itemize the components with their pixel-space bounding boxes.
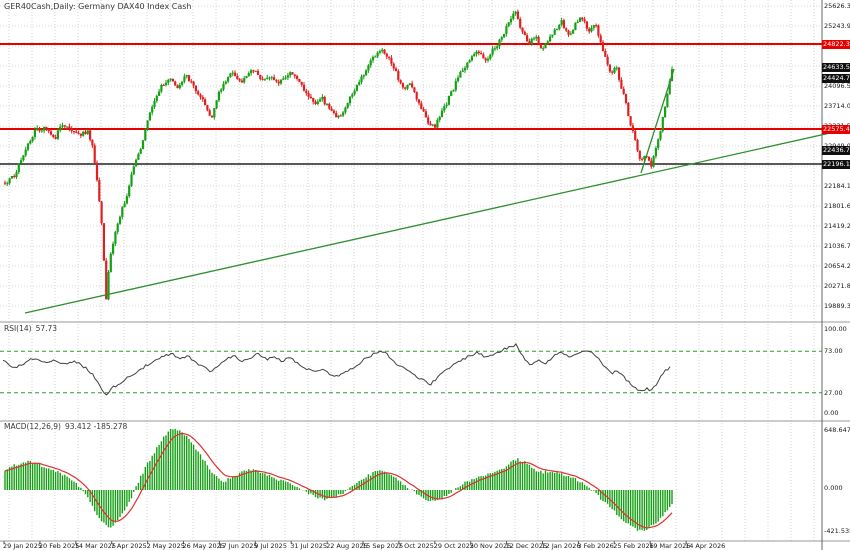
macd-values: 93.412 -185.278 <box>64 422 128 431</box>
time-axis-label: 14 Mar 2025 <box>74 542 117 550</box>
macd-indicator-label: MACD(12,26,9) 93.412 -185.278 <box>4 422 127 431</box>
macd-panel <box>4 428 673 531</box>
chart-title: GER40Cash,Daily: Germany DAX40 Index Cas… <box>4 2 192 11</box>
price-tag-black: 24633.57 <box>822 63 850 72</box>
time-axis-label: 20 Feb 2025 <box>38 542 80 550</box>
price-axis-label: 21419.21 <box>824 222 850 230</box>
time-axis-label: 7 Oct 2025 <box>397 542 434 550</box>
price-axis-label: 22184.15 <box>824 182 850 190</box>
rsi-axis-label: 73.00 <box>824 347 843 355</box>
price-tag-black: 22196.13 <box>822 160 850 169</box>
time-ticks <box>3 541 687 544</box>
time-axis-label: 12 Jan 2026 <box>541 542 581 550</box>
rsi-axis-label: 0.00 <box>824 409 839 417</box>
red-hlines[interactable] <box>0 43 822 130</box>
time-axis-label: 29 Oct 2025 <box>433 542 474 550</box>
price-axis-label: 19889.33 <box>824 302 850 310</box>
macd-axis-label: 0.000 <box>824 484 843 492</box>
rsi-panel <box>0 343 822 396</box>
price-axis-label: 20654.27 <box>824 262 850 270</box>
trendlines[interactable] <box>24 68 849 314</box>
price-axis-label: 20271.80 <box>824 282 850 290</box>
macd-axis-label: -421.535 <box>824 527 850 535</box>
price-axis-label: 23714.03 <box>824 102 850 110</box>
time-axis-label: 25 Feb 2026 <box>613 542 654 550</box>
time-axis-label: 31 Jul 2025 <box>290 542 327 550</box>
price-axis-label: 25243.91 <box>824 22 850 30</box>
macd-name: MACD(12,26,9) <box>4 422 61 431</box>
time-axis-label: 19 Mar 2026 <box>649 542 691 550</box>
rsi-value: 57.73 <box>35 324 58 333</box>
rsi-axis-label: 27.00 <box>824 389 843 397</box>
price-tag-black: 22436.73 <box>822 146 850 155</box>
rsi-name: RSI(14) <box>4 324 32 333</box>
time-axis-label: 15 Sep 2025 <box>362 542 404 550</box>
price-axis-label: 21801.68 <box>824 202 850 210</box>
grid-lines <box>0 0 822 541</box>
price-tag-red: 22575.44 <box>822 125 850 134</box>
time-axis-label: 20 Nov 2025 <box>469 542 512 550</box>
price-tag-black: 24424.77 <box>822 74 850 83</box>
price-axis-label: 25626.38 <box>824 2 850 10</box>
time-axis-label: 29 Jan 2025 <box>3 542 42 550</box>
macd-axis-label: 648.647 <box>824 426 850 434</box>
rsi-axis-label: 100.00 <box>824 325 847 333</box>
time-axis-label: 14 Apr 2026 <box>685 542 726 550</box>
price-axis-label: 24096.50 <box>824 82 850 90</box>
price-axis-label: 21036.74 <box>824 242 850 250</box>
time-axis-label: 22 Aug 2025 <box>326 542 368 550</box>
time-axis-label: 7 Apr 2025 <box>110 542 147 550</box>
time-axis-label: 3 Feb 2026 <box>577 542 614 550</box>
time-axis-label: 26 May 2025 <box>182 542 225 550</box>
time-axis-label: 17 Jun 2025 <box>218 542 258 550</box>
candlesticks <box>3 9 674 301</box>
time-axis-label: 12 Dec 2025 <box>505 542 548 550</box>
time-axis-label: 9 Jul 2025 <box>254 542 287 550</box>
rsi-indicator-label: RSI(14) 57.73 <box>4 324 57 333</box>
price-tag-red: 24822.37 <box>822 40 850 49</box>
time-axis-label: 2 May 2025 <box>146 542 185 550</box>
